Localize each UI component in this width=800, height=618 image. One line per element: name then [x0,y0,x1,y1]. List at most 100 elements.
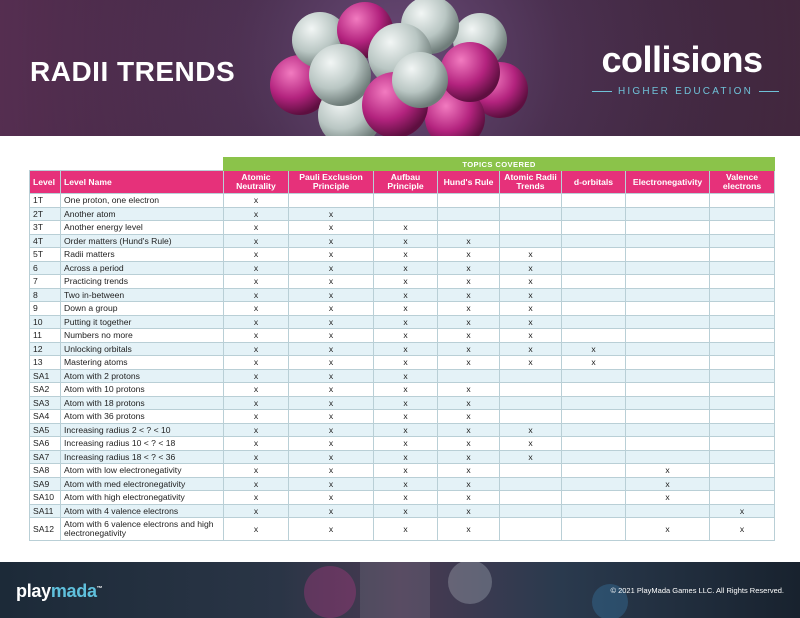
levels-table-container: TOPICS COVERED Level Level Name Atomic Neu… [29,157,776,541]
brand-tagline: HIGHER EDUCATION [618,86,754,97]
brand-tagline-row: HIGHER EDUCATION [586,86,780,97]
topic-mark-cell: x [223,382,289,397]
level-cell: SA11 [29,503,61,518]
topic-mark-cell: x [373,260,438,275]
topic-mark-cell [625,449,710,464]
topic-mark-cell [499,503,562,518]
topic-mark-cell: x [437,274,500,289]
topic-mark-cell: x [499,341,562,356]
topic-mark-cell [561,503,626,518]
logo-trademark: ™ [96,586,103,592]
column-header: Aufbau Principle [373,170,438,194]
column-header: Atomic Neutrality [223,170,289,194]
level-cell: SA2 [29,382,61,397]
topic-mark-cell [561,490,626,505]
topic-mark-cell: x [223,409,289,424]
topic-mark-cell [561,463,626,478]
topic-mark-cell [373,206,438,221]
topic-mark-cell: x [373,409,438,424]
level-cell: 11 [29,328,61,343]
topic-mark-cell: x [223,206,289,221]
topic-mark-cell [625,220,710,235]
table-body: 1T One proton, one electron x 2T Another ato… [29,193,776,541]
topic-mark-cell: x [625,517,710,541]
level-cell: SA9 [29,476,61,491]
table-row: 7 Practicing trends x x x x x [29,274,776,289]
topic-mark-cell: x [437,449,500,464]
column-header-row: Level Level Name Atomic Neutrality Pauli Ex… [29,170,776,194]
topic-mark-cell: x [437,490,500,505]
level-cell: 13 [29,355,61,370]
level-name-cell: Atom with 6 valence electrons and high e… [60,517,224,541]
topic-mark-cell [561,422,626,437]
level-cell: SA5 [29,422,61,437]
logo-play: play [16,581,51,601]
topic-mark-cell: x [373,463,438,478]
topic-mark-cell [561,409,626,424]
topic-mark-cell: x [499,449,562,464]
level-name-cell: Across a period [60,260,224,275]
table-row: SA5 Increasing radius 2 < ? < 10 x x x x x [29,422,776,437]
topic-mark-cell [625,314,710,329]
column-header: Atomic Radii Trends [499,170,562,194]
table-row: SA12 Atom with 6 valence electrons and hi… [29,517,776,541]
column-header: Electronegativity [625,170,710,194]
topic-mark-cell [499,395,562,410]
topic-mark-cell: x [437,233,500,248]
level-cell: SA8 [29,463,61,478]
topic-mark-cell: x [708,503,776,518]
topic-mark-cell: x [373,503,438,518]
topic-mark-cell [561,301,626,316]
topic-mark-cell: x [708,517,776,541]
topic-mark-cell: x [223,476,289,491]
topic-mark-cell [625,422,710,437]
topic-mark-cell: x [499,287,562,302]
topic-mark-cell [561,395,626,410]
topic-mark-cell [625,341,710,356]
topic-mark-cell: x [288,301,374,316]
topic-mark-cell: x [223,314,289,329]
topic-mark-cell: x [223,503,289,518]
table-row: 9 Down a group x x x x x [29,301,776,316]
level-cell: 7 [29,274,61,289]
topic-mark-cell [625,233,710,248]
topic-mark-cell: x [288,233,374,248]
level-cell: SA4 [29,409,61,424]
topic-mark-cell [499,463,562,478]
topic-mark-cell [708,382,776,397]
topic-mark-cell: x [437,382,500,397]
level-name-cell: Another energy level [60,220,224,235]
level-name-cell: Atom with low electronegativity [60,463,224,478]
topic-mark-cell [625,503,710,518]
topic-mark-cell [373,193,438,208]
level-cell: 5T [29,247,61,262]
topic-mark-cell [625,355,710,370]
topic-mark-cell: x [288,463,374,478]
topic-mark-cell: x [288,206,374,221]
level-name-cell: Atom with 4 valence electrons [60,503,224,518]
topic-mark-cell: x [223,355,289,370]
topic-mark-cell: x [288,476,374,491]
topic-mark-cell [625,328,710,343]
topic-mark-cell: x [223,247,289,262]
topic-mark-cell [499,382,562,397]
level-name-cell: Atom with med electronegativity [60,476,224,491]
topic-mark-cell: x [373,341,438,356]
topic-mark-cell [561,368,626,383]
topic-mark-cell: x [373,449,438,464]
topic-mark-cell: x [373,517,438,541]
level-name-cell: Atom with high electronegativity [60,490,224,505]
topic-mark-cell: x [373,287,438,302]
column-header: Valence electrons [708,170,776,194]
topic-mark-cell [625,287,710,302]
topic-mark-cell [437,220,500,235]
topic-mark-cell [708,274,776,289]
level-cell: 6 [29,260,61,275]
topic-mark-cell: x [288,247,374,262]
topic-mark-cell: x [288,490,374,505]
topic-mark-cell: x [223,260,289,275]
topic-mark-cell [437,193,500,208]
topic-mark-cell: x [437,517,500,541]
level-name-cell: Increasing radius 2 < ? < 10 [60,422,224,437]
topic-mark-cell: x [288,220,374,235]
